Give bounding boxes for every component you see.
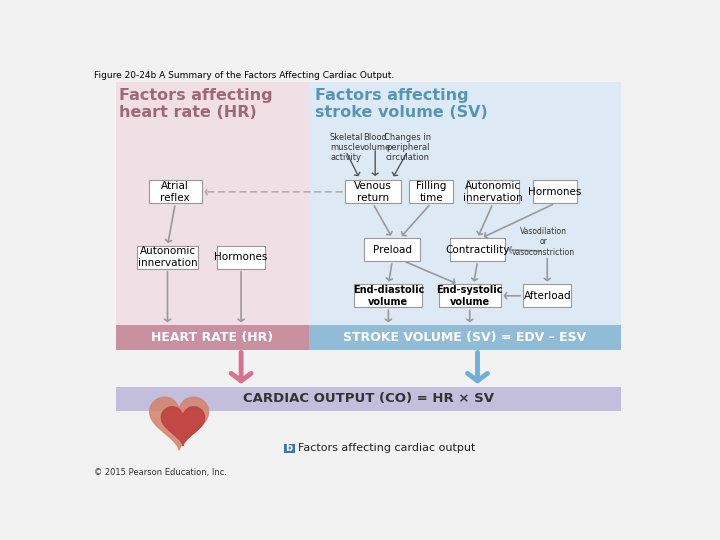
Text: Factors affecting
heart rate (HR): Factors affecting heart rate (HR) xyxy=(120,88,273,120)
Text: Skeletal
muscle
activity: Skeletal muscle activity xyxy=(329,132,362,163)
Text: Factors affecting
stroke volume (SV): Factors affecting stroke volume (SV) xyxy=(315,88,487,120)
Text: HEART RATE (HR): HEART RATE (HR) xyxy=(151,331,274,344)
Text: CARDIAC OUTPUT (CO) = HR × SV: CARDIAC OUTPUT (CO) = HR × SV xyxy=(243,393,494,406)
Text: End-diastolic
volume: End-diastolic volume xyxy=(353,285,424,307)
Text: Hormones: Hormones xyxy=(215,252,268,262)
Text: Afterload: Afterload xyxy=(523,291,571,301)
FancyBboxPatch shape xyxy=(364,238,420,261)
Text: STROKE VOLUME (SV) = EDV – ESV: STROKE VOLUME (SV) = EDV – ESV xyxy=(343,331,587,344)
Text: End-systolic
volume: End-systolic volume xyxy=(436,285,503,307)
Text: Hormones: Hormones xyxy=(528,187,582,197)
FancyBboxPatch shape xyxy=(467,180,519,204)
FancyBboxPatch shape xyxy=(408,180,454,204)
Polygon shape xyxy=(161,407,204,446)
FancyBboxPatch shape xyxy=(149,180,202,204)
FancyBboxPatch shape xyxy=(310,325,621,350)
FancyBboxPatch shape xyxy=(284,444,294,453)
Text: Atrial
reflex: Atrial reflex xyxy=(161,181,190,202)
Text: Autonomic
innervation: Autonomic innervation xyxy=(463,181,523,202)
FancyBboxPatch shape xyxy=(217,246,265,269)
FancyBboxPatch shape xyxy=(116,387,621,411)
Text: Preload: Preload xyxy=(373,245,412,254)
Text: Blood
volume: Blood volume xyxy=(359,132,391,152)
Text: Autonomic
innervation: Autonomic innervation xyxy=(138,246,197,268)
Text: Contractility: Contractility xyxy=(445,245,510,254)
Text: Factors affecting cardiac output: Factors affecting cardiac output xyxy=(297,443,475,453)
FancyBboxPatch shape xyxy=(116,325,310,350)
FancyBboxPatch shape xyxy=(449,238,505,261)
Text: Filling
time: Filling time xyxy=(416,181,446,202)
Text: Venous
return: Venous return xyxy=(354,181,392,202)
FancyBboxPatch shape xyxy=(438,284,500,307)
FancyBboxPatch shape xyxy=(116,82,310,350)
FancyBboxPatch shape xyxy=(310,82,621,350)
Text: Changes in
peripheral
circulation: Changes in peripheral circulation xyxy=(384,132,431,163)
FancyBboxPatch shape xyxy=(523,284,571,307)
FancyBboxPatch shape xyxy=(345,180,401,204)
Text: © 2015 Pearson Education, Inc.: © 2015 Pearson Education, Inc. xyxy=(94,468,227,477)
Text: Figure 20-24b A Summary of the Factors Affecting Cardiac Output.: Figure 20-24b A Summary of the Factors A… xyxy=(94,71,394,80)
Text: Vasodilation
or
vasoconstriction: Vasodilation or vasoconstriction xyxy=(512,227,575,257)
FancyBboxPatch shape xyxy=(138,246,198,269)
FancyBboxPatch shape xyxy=(533,180,577,204)
FancyBboxPatch shape xyxy=(354,284,423,307)
Polygon shape xyxy=(150,397,209,450)
Text: b: b xyxy=(286,443,293,453)
